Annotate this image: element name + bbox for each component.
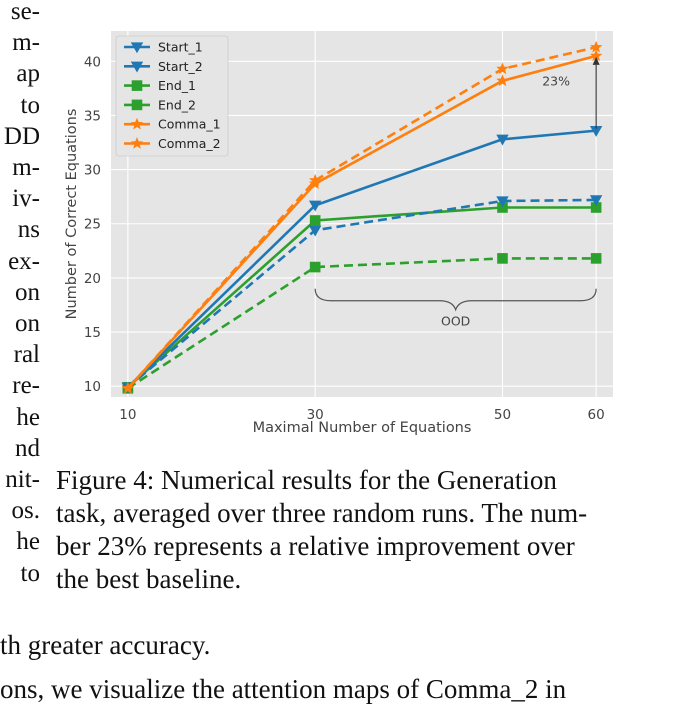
left-text-fragment: ex- xyxy=(8,247,40,275)
y-tick-label: 25 xyxy=(84,217,101,233)
left-text-fragment: se- xyxy=(10,0,40,25)
legend: Start_1 Start_2 End_1 End_2 Comma_1 Comma_2 xyxy=(115,35,229,157)
y-tick-label: 35 xyxy=(84,108,101,124)
data-point xyxy=(589,49,603,62)
legend-label: End_1 xyxy=(158,78,196,93)
left-text-fragment: DD xyxy=(3,122,40,150)
legend-marker xyxy=(131,80,143,91)
series-comma-2 xyxy=(121,49,603,394)
figure-caption: Figure 4: Numerical results for the Gene… xyxy=(56,464,634,596)
ood-label: OOD xyxy=(441,314,470,329)
left-text-fragment: he xyxy=(16,403,40,431)
data-point xyxy=(589,195,603,207)
legend-label: Start_2 xyxy=(158,59,203,74)
left-column-text: se-m-ap to DD m-iv-ns ex-on on ral re-he nd nit-o… xyxy=(0,0,40,640)
legend-entry: Start_2 xyxy=(124,59,203,74)
series-line xyxy=(126,206,597,389)
caption-line: the best baseline. xyxy=(56,564,242,594)
data-point xyxy=(589,125,603,137)
legend-entry: Start_1 xyxy=(124,40,203,55)
improvement-arrowhead xyxy=(592,56,600,65)
series-line xyxy=(127,257,597,390)
series-line xyxy=(126,54,597,390)
data-point xyxy=(497,253,508,264)
ood-brace xyxy=(314,288,597,312)
legend-marker xyxy=(130,137,144,149)
data-point xyxy=(497,202,508,213)
left-text-fragment: to xyxy=(20,91,40,119)
legend-entry: Comma_2 xyxy=(124,136,221,151)
body-text-line: th greater accuracy. xyxy=(0,630,211,660)
data-point xyxy=(590,253,602,264)
data-point xyxy=(309,261,321,273)
legend-label: Comma_1 xyxy=(158,117,221,132)
y-tick-label: 20 xyxy=(84,271,101,287)
legend-entry: End_2 xyxy=(124,97,196,112)
y-axis-label: Number of Correct Equations xyxy=(64,109,80,320)
legend-label: End_2 xyxy=(158,97,196,112)
x-tick-label: 50 xyxy=(494,407,511,423)
data-point xyxy=(590,202,602,213)
legend-entry: Comma_1 xyxy=(124,117,221,132)
series-line xyxy=(126,129,597,389)
data-point xyxy=(309,215,321,226)
left-text-fragment: iv- xyxy=(12,185,40,213)
left-text-fragment: m- xyxy=(12,29,40,57)
left-text-fragment: m- xyxy=(12,154,40,181)
body-text-line: ons, we visualize the attention maps of … xyxy=(0,674,567,704)
data-point xyxy=(308,225,322,237)
left-text-fragment: he xyxy=(16,528,40,556)
annotations: 23% OOD xyxy=(314,56,600,329)
x-axis-label: Maximal Number of Equations xyxy=(253,420,472,436)
data-point xyxy=(496,62,509,75)
data-point xyxy=(496,134,509,146)
left-text-fragment: os. xyxy=(11,497,40,525)
legend-marker xyxy=(130,117,144,130)
left-text-fragment: on xyxy=(15,310,40,337)
data-point xyxy=(496,74,509,87)
x-tick-label: 60 xyxy=(588,407,605,423)
series-lines xyxy=(121,40,603,394)
series-line xyxy=(127,198,597,389)
legend-marker xyxy=(131,99,143,111)
left-text-fragment: nd xyxy=(15,434,40,462)
x-tick-label: 10 xyxy=(119,407,136,423)
x-tick-label: 30 xyxy=(307,407,324,423)
data-point xyxy=(308,177,322,189)
legend-marker xyxy=(130,42,144,54)
caption-line: ber 23% represents a relative improvemen… xyxy=(56,531,575,561)
legend-label: Start_1 xyxy=(158,40,203,55)
left-text-fragment: re- xyxy=(12,372,40,400)
left-text-fragment: on xyxy=(15,278,40,306)
legend-label: Comma_2 xyxy=(158,136,221,151)
x-tick-labels: 10 30 50 60 xyxy=(119,407,604,423)
left-text-fragment: nit- xyxy=(5,466,40,493)
y-tick-labels: 10 15 20 25 30 35 40 xyxy=(84,54,101,395)
left-text-fragment: ral xyxy=(13,341,40,369)
left-text-fragment: to xyxy=(20,559,40,587)
legend-entry: End_1 xyxy=(124,78,196,93)
legend-marker xyxy=(130,61,144,73)
data-point xyxy=(121,381,135,394)
caption-line: task, averaged over three random runs. T… xyxy=(56,498,588,528)
caption-line: Figure 4: Numerical results for the Gene… xyxy=(56,465,557,495)
y-tick-label: 10 xyxy=(84,379,101,395)
y-tick-label: 15 xyxy=(84,325,101,341)
data-point xyxy=(589,40,603,53)
improvement-label: 23% xyxy=(542,73,570,88)
data-point xyxy=(496,196,509,208)
left-text-fragment: ap xyxy=(16,60,40,88)
data-point xyxy=(308,200,322,212)
left-text-fragment: ns xyxy=(17,216,40,244)
y-tick-label: 40 xyxy=(84,54,101,70)
y-tick-label: 30 xyxy=(84,163,101,179)
